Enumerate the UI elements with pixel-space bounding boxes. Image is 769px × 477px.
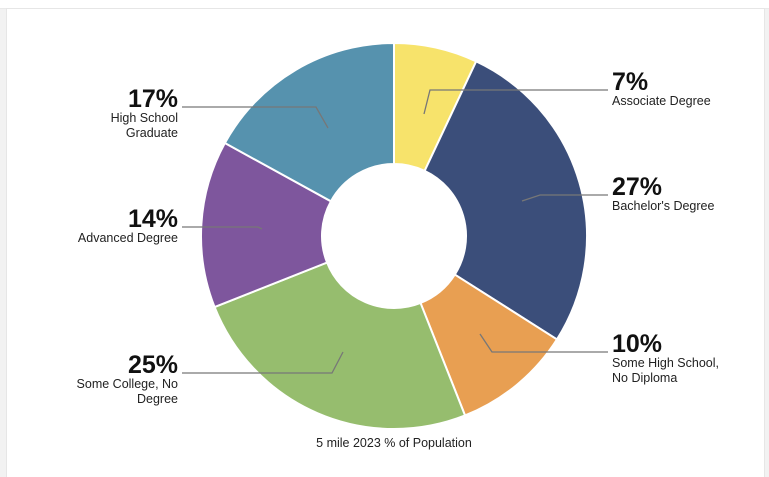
slice-category-label: Associate Degree bbox=[612, 94, 711, 108]
slice-category-label: Bachelor's Degree bbox=[612, 199, 714, 213]
leader-lines-group bbox=[182, 89, 608, 374]
leader-line bbox=[182, 106, 329, 129]
slice-category-label: Degree bbox=[137, 392, 178, 406]
leader-line bbox=[521, 194, 608, 202]
slice-percent-label: 7% bbox=[612, 68, 648, 96]
slice-category-label: Some High School, bbox=[612, 356, 719, 370]
slice-category-label: High School bbox=[111, 111, 178, 125]
slice-percent-label: 25% bbox=[128, 351, 178, 379]
slice-category-label: Advanced Degree bbox=[78, 231, 178, 245]
slice-category-label: Some College, No bbox=[77, 377, 178, 391]
slice-percent-label: 14% bbox=[128, 205, 178, 233]
slice-category-label: No Diploma bbox=[612, 371, 677, 385]
slice-percent-label: 10% bbox=[612, 330, 662, 358]
labels-group: 7%Associate Degree 27%Bachelor's Degree 10… bbox=[77, 68, 719, 406]
slice-category-label: Graduate bbox=[126, 126, 178, 140]
leader-line bbox=[182, 351, 344, 374]
leader-line bbox=[182, 226, 263, 230]
slice-percent-label: 27% bbox=[612, 173, 662, 201]
leader-line bbox=[423, 89, 608, 115]
leader-line bbox=[479, 333, 608, 353]
slice-percent-label: 17% bbox=[128, 85, 178, 113]
slice-some-college-no-degree bbox=[213, 261, 467, 430]
slice-bachelor-s-degree bbox=[423, 60, 588, 341]
slice-high-school-graduate bbox=[223, 41, 395, 203]
slices-group bbox=[200, 41, 588, 430]
chart-caption: 5 mile 2023 % of Population bbox=[316, 436, 472, 450]
